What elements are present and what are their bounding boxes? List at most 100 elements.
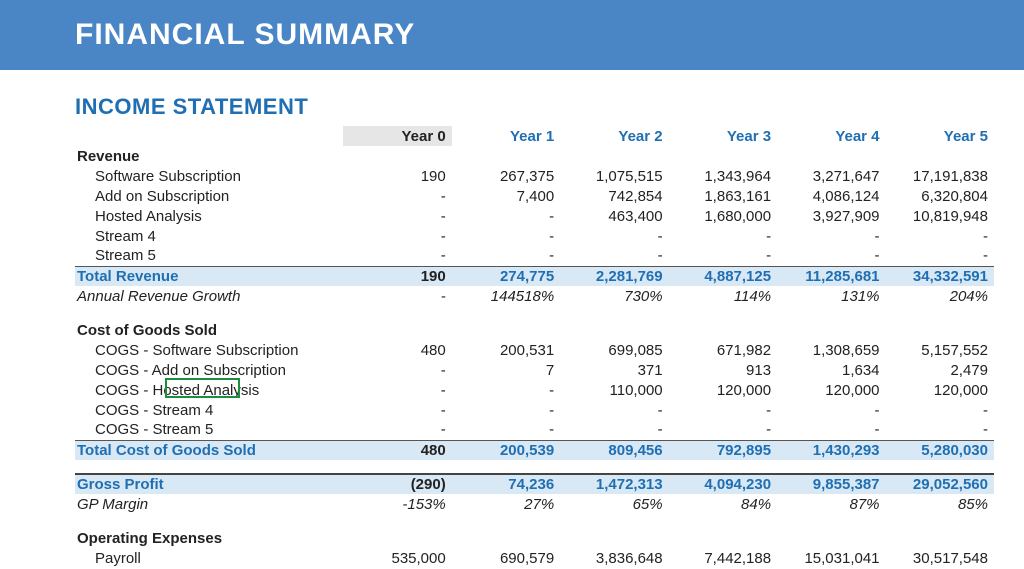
row-value: 1,472,313 (560, 474, 668, 494)
row-label: Annual Revenue Growth (75, 286, 343, 306)
column-header: Year 0 (343, 126, 451, 146)
row-value: - (343, 206, 451, 226)
row-value: 120,000 (777, 380, 885, 400)
row-value: - (343, 286, 451, 306)
row-value: - (343, 186, 451, 206)
row-label: Total Revenue (75, 266, 343, 286)
row-value: 131% (777, 286, 885, 306)
row-value: 1,343,964 (669, 166, 777, 186)
banner-title: FINANCIAL SUMMARY (75, 18, 415, 51)
table-row: COGS - Hosted Analysis--110,000120,00012… (75, 380, 994, 400)
table-row: Annual Revenue Growth-144518%730%114%131… (75, 286, 994, 306)
income-statement-sheet: INCOME STATEMENT Year 0Year 1Year 2Year … (0, 70, 1024, 569)
row-value: 7,400 (452, 186, 560, 206)
row-value: - (669, 420, 777, 440)
table-row: COGS - Stream 5------ (75, 420, 994, 440)
row-value: 274,775 (452, 266, 560, 286)
row-label: Gross Profit (75, 474, 343, 494)
table-row: Total Cost of Goods Sold480200,539809,45… (75, 440, 994, 460)
column-header: Year 4 (777, 126, 885, 146)
row-value: 27% (452, 494, 560, 514)
row-value: 34,332,591 (886, 266, 994, 286)
column-header: Year 5 (886, 126, 994, 146)
column-header: Year 1 (452, 126, 560, 146)
row-label: Add on Subscription (75, 186, 343, 206)
row-value: 742,854 (560, 186, 668, 206)
row-value: - (886, 420, 994, 440)
table-row: Payroll535,000690,5793,836,6487,442,1881… (75, 548, 994, 568)
row-value: 10,819,948 (886, 206, 994, 226)
spacer-row (75, 306, 994, 320)
table-row: GP Margin-153%27%65%84%87%85% (75, 494, 994, 514)
row-value: - (777, 400, 885, 420)
row-value: - (777, 420, 885, 440)
row-label: COGS - Software Subscription (75, 340, 343, 360)
table-row: Add on Subscription-7,400742,8541,863,16… (75, 186, 994, 206)
row-value: 4,086,124 (777, 186, 885, 206)
table-row: COGS - Software Subscription480200,53169… (75, 340, 994, 360)
row-value: 85% (886, 494, 994, 514)
row-value: 200,539 (452, 440, 560, 460)
column-header: Year 3 (669, 126, 777, 146)
row-value: 792,895 (669, 440, 777, 460)
row-value: - (343, 246, 451, 266)
column-header: Year 2 (560, 126, 668, 146)
table-row: Software Subscription190267,3751,075,515… (75, 166, 994, 186)
row-value: 6,320,804 (886, 186, 994, 206)
row-value: -153% (343, 494, 451, 514)
row-label: COGS - Hosted Analysis (75, 380, 343, 400)
row-value: 535,000 (343, 548, 451, 568)
row-value: 114% (669, 286, 777, 306)
group-heading: Cost of Goods Sold (75, 320, 994, 340)
spacer-row (75, 514, 994, 528)
row-value: 809,456 (560, 440, 668, 460)
table-row: Gross Profit(290)74,2361,472,3134,094,23… (75, 474, 994, 494)
row-label: Total Cost of Goods Sold (75, 440, 343, 460)
row-value: 730% (560, 286, 668, 306)
row-value: - (452, 246, 560, 266)
row-value: 7 (452, 360, 560, 380)
row-value: - (452, 226, 560, 246)
table-row: Stream 4------ (75, 226, 994, 246)
row-label: Stream 5 (75, 246, 343, 266)
row-value: 4,094,230 (669, 474, 777, 494)
row-value: - (886, 400, 994, 420)
section-title: INCOME STATEMENT (75, 94, 994, 120)
group-heading-row: Cost of Goods Sold (75, 320, 994, 340)
row-value: 480 (343, 340, 451, 360)
row-value: - (343, 360, 451, 380)
row-value: 1,075,515 (560, 166, 668, 186)
row-value: 699,085 (560, 340, 668, 360)
row-value: 671,982 (669, 340, 777, 360)
row-value: 2,281,769 (560, 266, 668, 286)
row-label: Hosted Analysis (75, 206, 343, 226)
group-heading: Revenue (75, 146, 994, 166)
row-value: 190 (343, 166, 451, 186)
row-value: - (343, 420, 451, 440)
row-label: GP Margin (75, 494, 343, 514)
row-value: 2,479 (886, 360, 994, 380)
income-statement-table: Year 0Year 1Year 2Year 3Year 4Year 5Reve… (75, 126, 994, 569)
row-value: - (669, 226, 777, 246)
row-value: 74,236 (452, 474, 560, 494)
spacer-row (75, 460, 994, 474)
row-value: 4,887,125 (669, 266, 777, 286)
row-value: 913 (669, 360, 777, 380)
row-value: - (777, 226, 885, 246)
row-value: 11,285,681 (777, 266, 885, 286)
row-value: - (452, 380, 560, 400)
table-row: COGS - Stream 4------ (75, 400, 994, 420)
row-value: 30,517,548 (886, 548, 994, 568)
row-value: 15,031,041 (777, 548, 885, 568)
row-value: 1,863,161 (669, 186, 777, 206)
row-value: - (777, 246, 885, 266)
table-row: COGS - Add on Subscription-73719131,6342… (75, 360, 994, 380)
row-value: 120,000 (669, 380, 777, 400)
row-value: - (452, 206, 560, 226)
row-value: 1,430,293 (777, 440, 885, 460)
row-label: Software Subscription (75, 166, 343, 186)
row-value: 5,280,030 (886, 440, 994, 460)
row-value: 1,680,000 (669, 206, 777, 226)
row-value: 1,634 (777, 360, 885, 380)
row-value: 7,442,188 (669, 548, 777, 568)
